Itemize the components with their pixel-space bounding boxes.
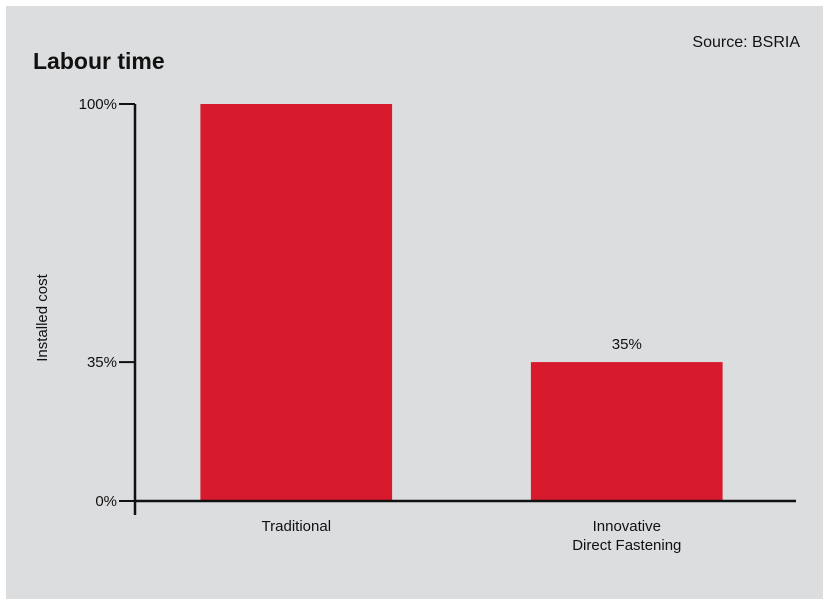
- y-axis-title: Installed cost: [34, 273, 51, 361]
- y-tick-label-2: 100%: [79, 96, 117, 113]
- chart-title: Labour time: [33, 48, 165, 74]
- category-label-1-line-1: Direct Fastening: [572, 537, 681, 554]
- axes-layer: [119, 103, 796, 515]
- data-label-1: 35%: [612, 336, 642, 353]
- chart-source: Source: BSRIA: [692, 34, 800, 51]
- y-tick-label-0: 0%: [95, 493, 117, 510]
- bar-1: [530, 362, 723, 501]
- y-tick-label-1: 35%: [87, 354, 117, 371]
- bar-0: [200, 104, 393, 501]
- category-label-1: Innovative: [593, 518, 661, 535]
- labels-layer: Traditional 35% Innovative Direct Fastening…: [79, 96, 682, 554]
- bars-layer: [200, 104, 723, 501]
- category-label-0: Traditional: [262, 518, 331, 535]
